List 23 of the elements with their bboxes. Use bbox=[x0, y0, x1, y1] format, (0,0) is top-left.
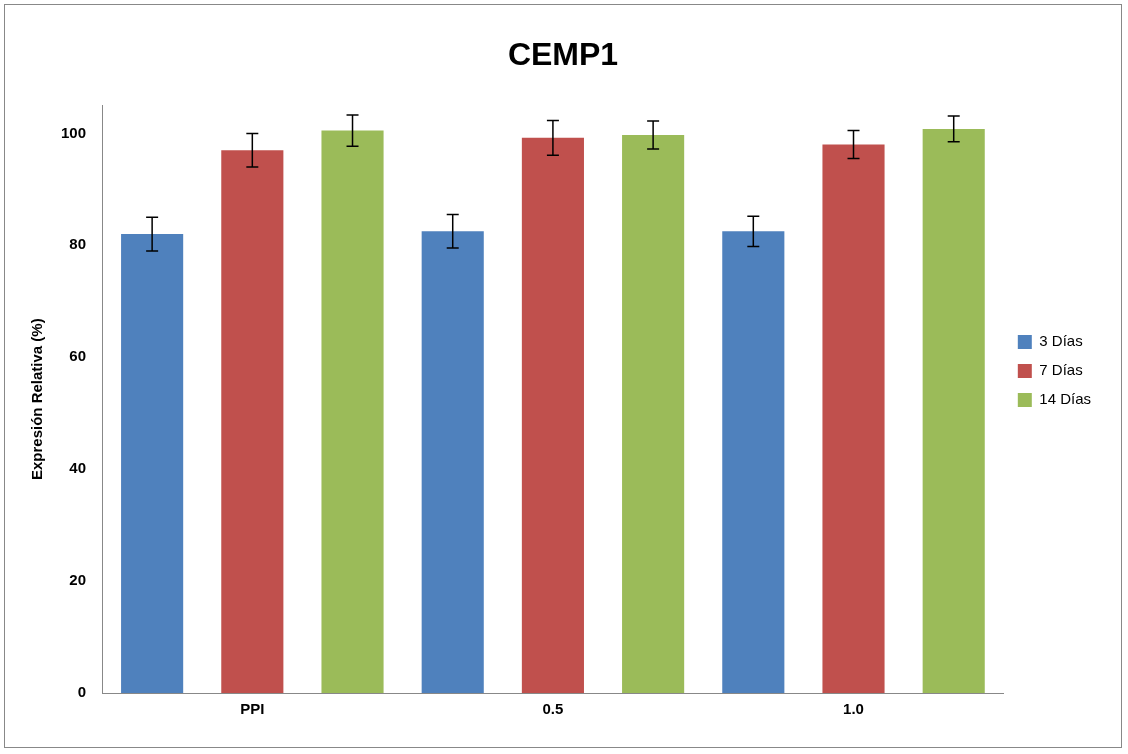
bar bbox=[421, 231, 484, 693]
bar bbox=[521, 137, 584, 693]
y-tick-label: 100 bbox=[61, 123, 87, 141]
y-axis-title: Expresión Relativa (%) bbox=[28, 318, 46, 481]
x-tick-label: 0.5 bbox=[542, 700, 564, 718]
y-tick-label: 0 bbox=[77, 683, 87, 701]
y-tick-label: 80 bbox=[69, 235, 87, 253]
bar bbox=[221, 150, 284, 693]
legend-label: 7 Días bbox=[1039, 361, 1083, 379]
bar bbox=[822, 144, 885, 693]
y-tick-label: 60 bbox=[69, 347, 87, 365]
bar bbox=[321, 130, 384, 693]
bar bbox=[121, 234, 184, 693]
bar bbox=[622, 135, 685, 693]
y-tick-label: 20 bbox=[69, 571, 87, 589]
x-tick-label: 1.0 bbox=[843, 700, 864, 718]
x-tick-label: PPI bbox=[240, 700, 265, 718]
y-tick-label: 40 bbox=[69, 459, 87, 477]
legend-label: 14 Días bbox=[1039, 390, 1092, 408]
bar bbox=[922, 128, 985, 693]
chart-title: CEMP1 bbox=[507, 36, 619, 73]
legend-label: 3 Días bbox=[1039, 332, 1083, 350]
bar bbox=[722, 231, 785, 693]
